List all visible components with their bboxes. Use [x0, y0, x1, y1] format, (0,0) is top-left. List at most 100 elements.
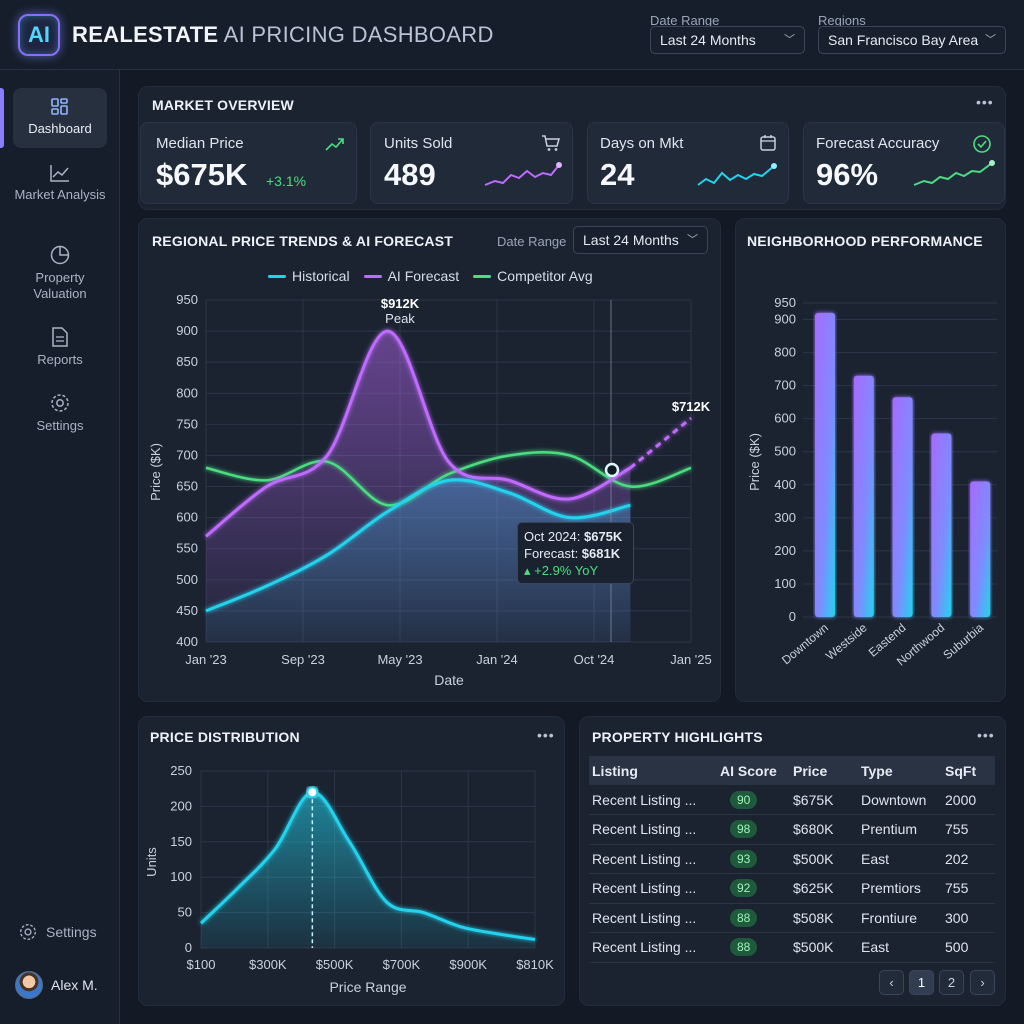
table-header-row: Listing AI Score Price Type SqFt	[589, 756, 995, 785]
table-cell: 500	[942, 932, 995, 963]
price-trends-chart: $912K Peak $712K Price ($K) Date 400 450 5…	[148, 292, 712, 688]
bar-suburbia[interactable]	[970, 481, 991, 617]
y-tick-label: 400	[176, 634, 198, 649]
legend-swatch	[268, 274, 286, 278]
table-cell: East	[858, 844, 942, 874]
table-row[interactable]: Recent Listing ... 92 $625K Premtiors 755	[589, 873, 995, 904]
forecast-projection-line	[629, 416, 692, 470]
legend-historical[interactable]: Historical	[268, 268, 350, 284]
table-row[interactable]: Recent Listing ... 90 $675K Downtown 2000	[589, 785, 995, 815]
table-cell: 755	[942, 873, 995, 904]
x-tick-label: Jan '25	[670, 652, 712, 667]
more-icon[interactable]: •••	[976, 94, 994, 110]
grid-icon	[51, 98, 68, 115]
dist-y-axis-label: Units	[144, 847, 159, 877]
column-header[interactable]: SqFt	[942, 756, 995, 785]
more-icon[interactable]: •••	[537, 727, 555, 743]
table-cell: 93	[717, 844, 790, 874]
table-row[interactable]: Recent Listing ... 88 $500K East 500	[589, 932, 995, 963]
legend-competitor[interactable]: Competitor Avg	[473, 268, 593, 284]
sidebar-item-market-analysis[interactable]: Market Analysis	[13, 163, 107, 203]
calendar-icon	[760, 135, 776, 151]
hover-point[interactable]	[604, 462, 620, 478]
sidebar-item-label: Dashboard	[28, 121, 92, 136]
avatar[interactable]	[15, 971, 43, 999]
y-axis-label: Price ($K)	[148, 443, 163, 501]
distribution-peak-point[interactable]	[306, 786, 319, 799]
column-header[interactable]: Price	[790, 756, 858, 785]
top-bar: AI REALESTATE AI PRICING DASHBOARD Date …	[0, 0, 1024, 70]
legend-label: Historical	[292, 268, 350, 284]
sidebar-item-label: Reports	[37, 352, 83, 367]
x-tick-label: Oct '24	[574, 652, 615, 667]
y-tick-label: 150	[170, 834, 192, 849]
legend-forecast[interactable]: AI Forecast	[363, 268, 459, 284]
table-row[interactable]: Recent Listing ... 98 $680K Prentium 755	[589, 814, 995, 845]
y-tick-label: 0	[789, 609, 796, 624]
competitor-line	[205, 451, 692, 507]
x-axis-label: Date	[434, 672, 464, 688]
chevron-down-icon: ﹀	[985, 34, 996, 46]
distribution-line	[199, 790, 536, 941]
x-tick-label: May '23	[377, 652, 422, 667]
column-header[interactable]: Type	[858, 756, 942, 785]
table-cell: $508K	[790, 903, 858, 933]
active-indicator	[0, 88, 4, 148]
date-range-select[interactable]: Last 24 Months ﹀	[650, 26, 805, 54]
sidebar-item-reports[interactable]: Reports	[13, 326, 107, 368]
end-value-label: $712K	[672, 399, 711, 414]
table-cell: 755	[942, 814, 995, 845]
table-cell: Recent Listing ...	[589, 844, 717, 874]
x-tick-label: Jan '24	[476, 652, 518, 667]
app-title: REALESTATE AI PRICING DASHBOARD	[72, 22, 494, 48]
x-tick-label: $500K	[316, 957, 354, 972]
bar-eastend[interactable]	[892, 397, 913, 617]
y-tick-label: 50	[178, 905, 192, 920]
logo-icon: AI	[18, 14, 60, 56]
prev-page-button[interactable]: ‹	[879, 970, 904, 995]
days-sparkline	[697, 163, 777, 186]
tooltip-date: Oct 2024:	[524, 529, 584, 544]
sidebar-item-dashboard[interactable]: Dashboard	[13, 88, 107, 148]
table-row[interactable]: Recent Listing ... 93 $500K East 202	[589, 844, 995, 874]
more-icon[interactable]: •••	[977, 727, 995, 743]
y-tick-label: 100	[774, 576, 796, 591]
column-header[interactable]: Listing	[589, 756, 717, 785]
accuracy-sparkline	[913, 160, 995, 186]
tooltip-value: $675K	[583, 529, 623, 544]
page-2-button[interactable]: 2	[939, 970, 964, 995]
kpi-days-on-market: Days on Mkt 24	[587, 122, 789, 204]
tooltip-forecast-label: Forecast:	[524, 546, 582, 561]
ai-score-badge: 88	[730, 938, 758, 957]
y-tick-label: 300	[774, 510, 796, 525]
sidebar-item-settings[interactable]: Settings	[13, 392, 107, 434]
sidebar-item-label: Market Analysis	[14, 187, 106, 202]
x-tick-label: $810K	[516, 957, 554, 972]
table-cell: 202	[942, 844, 995, 874]
regions-select[interactable]: San Francisco Bay Area ﹀	[818, 26, 1006, 54]
bar-downtown[interactable]	[815, 312, 835, 617]
arrow-up-icon: ▴	[524, 563, 535, 578]
page-1-button[interactable]: 1	[909, 970, 934, 995]
kpi-units-sold: Units Sold 489	[370, 122, 573, 204]
neighborhood-chart: 0 100 200 300 400 500 600 700 800 900 950 Downtown…	[747, 295, 997, 669]
x-tick-label: $100	[187, 957, 216, 972]
legend-label: Competitor Avg	[497, 268, 593, 284]
bar-northwood[interactable]	[931, 433, 952, 617]
cart-icon	[542, 135, 560, 151]
sidebar-item-property-valuation[interactable]: Property Valuation	[13, 244, 107, 302]
next-page-button[interactable]: ›	[970, 970, 995, 995]
table-cell: 2000	[942, 785, 995, 815]
x-tick-label: Westside	[823, 620, 870, 663]
pie-chart-icon	[50, 245, 70, 265]
bottom-settings-link[interactable]: Settings	[18, 922, 97, 942]
document-icon	[52, 327, 68, 347]
table-row[interactable]: Recent Listing ... 88 $508K Frontiure 300	[589, 903, 995, 933]
column-header[interactable]: AI Score	[717, 756, 790, 785]
ai-score-badge: 93	[730, 849, 758, 868]
trends-date-range-select[interactable]: Last 24 Months ﹀	[573, 226, 708, 254]
bar-westside[interactable]	[853, 375, 874, 617]
table-cell: Frontiure	[858, 903, 942, 933]
dist-x-axis-label: Price Range	[329, 979, 406, 995]
y-tick-label: 100	[170, 869, 192, 884]
